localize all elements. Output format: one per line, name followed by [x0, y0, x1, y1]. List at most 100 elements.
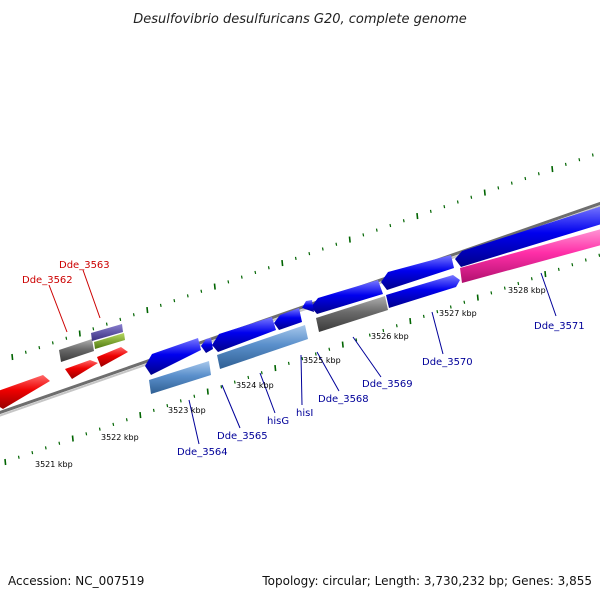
tick-mark	[4, 458, 7, 466]
tick-mark	[152, 408, 155, 412]
tick-mark	[193, 394, 196, 398]
tick-mark	[274, 364, 277, 372]
tick-mark	[429, 209, 432, 213]
gene-label-dde3564: Dde_3564	[177, 447, 228, 458]
gene-arrow-dde3570	[455, 206, 600, 267]
tick-mark	[470, 195, 473, 199]
tick-mark	[51, 341, 54, 345]
tick-mark	[510, 181, 513, 185]
tick-mark	[443, 205, 446, 209]
tick-mark	[503, 286, 506, 290]
tick-mark	[422, 314, 425, 318]
tick-mark	[530, 277, 533, 281]
tick-mark	[125, 418, 128, 422]
tick-mark	[571, 263, 574, 267]
tick-mark	[112, 422, 115, 427]
tick-mark	[375, 228, 378, 232]
tick-mark	[281, 259, 284, 267]
tick-mark	[132, 313, 135, 317]
gene-label-dde3565: Dde_3565	[217, 431, 268, 442]
tick-mark	[240, 275, 243, 279]
outer-tick-row	[11, 153, 594, 361]
tick-mark	[186, 294, 189, 298]
tick-mark	[335, 242, 338, 246]
tick-mark	[78, 330, 81, 337]
genome-backbone	[0, 201, 600, 417]
inner-tick-row	[4, 253, 600, 466]
tick-mark	[38, 345, 41, 350]
tick-mark	[24, 350, 27, 354]
tick-mark	[254, 270, 257, 275]
gene-features	[0, 206, 600, 409]
tick-mark	[463, 300, 466, 304]
tick-mark	[247, 375, 250, 380]
tick-mark	[179, 399, 182, 403]
tick-mark	[409, 317, 412, 325]
tick-mark	[58, 441, 61, 445]
scale-label-3523: 3523 kbp	[168, 406, 206, 415]
tick-mark	[591, 153, 594, 157]
gene-arrow-dde3563-forward	[97, 347, 128, 367]
tick-mark	[71, 435, 74, 442]
gene-arrow-dde3571	[460, 229, 600, 283]
tick-mark	[389, 223, 392, 228]
tick-mark	[17, 455, 20, 459]
tick-mark	[173, 299, 176, 303]
scale-label-3527: 3527 kbp	[439, 309, 477, 318]
scale-label-3528: 3528 kbp	[508, 286, 546, 295]
tick-mark	[308, 252, 311, 256]
map-title: Desulfovibrio desulfuricans G20, complet…	[133, 12, 467, 27]
gene-arrow-dde3569-gray-top	[302, 300, 314, 312]
topology-text: Topology: circular; Length: 3,730,232 bp…	[262, 574, 592, 588]
tick-mark	[105, 322, 108, 326]
scale-label-3522: 3522 kbp	[101, 433, 139, 442]
tick-mark	[341, 341, 344, 348]
tick-mark	[267, 266, 270, 270]
gene-label-dde3568: Dde_3568	[318, 394, 369, 405]
tick-mark	[456, 200, 459, 204]
tick-mark	[139, 411, 142, 419]
tick-mark	[348, 236, 351, 243]
tick-mark	[416, 212, 419, 220]
tick-mark	[314, 352, 317, 356]
tick-mark	[287, 361, 290, 365]
tick-mark	[368, 333, 371, 337]
tick-mark	[159, 303, 162, 307]
gene-label-dde3571: Dde_3571	[534, 321, 585, 332]
tick-mark	[146, 306, 149, 314]
tick-mark	[321, 247, 324, 251]
gene-arrow-hisI	[311, 280, 383, 314]
tick-mark	[213, 283, 216, 290]
tick-mark	[564, 162, 567, 166]
scale-labels: 3521 kbp 3522 kbp 3523 kbp 3524 kbp 3525…	[35, 286, 546, 469]
tick-mark	[301, 357, 304, 361]
tick-mark	[557, 267, 560, 271]
gene-box-dde3564	[149, 361, 211, 394]
scale-label-3526: 3526 kbp	[371, 332, 409, 341]
gene-box-dde3563-purple	[91, 324, 123, 341]
tick-mark	[382, 328, 385, 333]
tick-mark	[449, 305, 452, 309]
tick-mark	[551, 166, 554, 173]
gene-box-dde3563-green	[94, 333, 125, 349]
tick-mark	[483, 189, 486, 196]
tick-mark	[166, 404, 169, 408]
tick-mark	[31, 450, 34, 455]
tick-mark	[200, 289, 203, 293]
gene-label-dde3569: Dde_3569	[362, 379, 413, 390]
gene-label-dde3562: Dde_3562	[22, 275, 73, 286]
scale-label-3525: 3525 kbp	[303, 356, 341, 365]
gene-arrow-small	[201, 338, 213, 353]
tick-mark	[524, 176, 527, 181]
gene-box-dde3565	[217, 325, 308, 369]
tick-mark	[65, 336, 68, 340]
gene-arrow-dde3565	[212, 317, 276, 352]
gene-label-hisI: hisI	[296, 408, 313, 419]
tick-mark	[395, 324, 398, 328]
accession-text: Accession: NC_007519	[8, 574, 145, 588]
gene-label-hisG: hisG	[267, 416, 289, 427]
tick-mark	[294, 256, 297, 260]
tick-mark	[544, 271, 547, 278]
gene-arrow-dde3564	[145, 338, 201, 375]
